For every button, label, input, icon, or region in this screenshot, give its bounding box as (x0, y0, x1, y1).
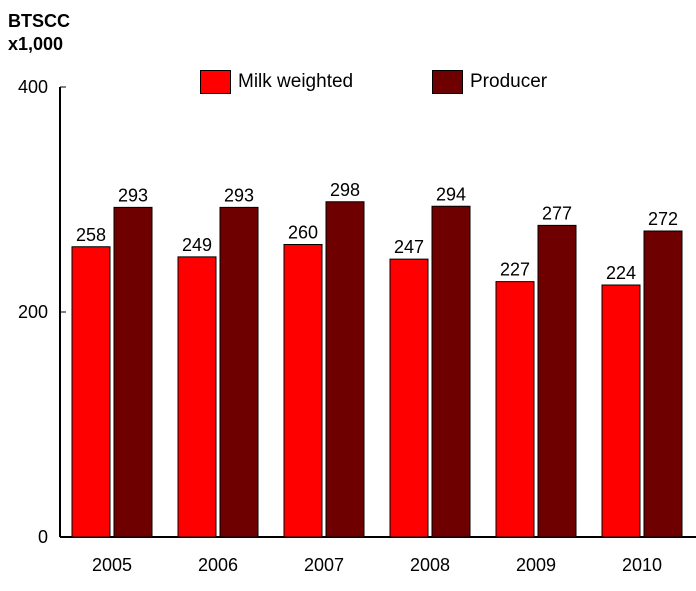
data-label-producer-2005: 293 (118, 185, 148, 205)
bar-producer-2009 (537, 224, 577, 538)
x-tick-label-2009: 2009 (516, 555, 556, 575)
bar-milk-weighted-2008 (389, 258, 429, 538)
y-tick-label-200: 200 (18, 302, 48, 322)
x-tick-label-2006: 2006 (198, 555, 238, 575)
bar-milk-weighted-2009 (495, 281, 535, 538)
legend-swatch-producer (432, 70, 463, 94)
x-tick-label-2007: 2007 (304, 555, 344, 575)
data-label-producer-2008: 294 (436, 184, 466, 204)
bar-producer-2006 (219, 206, 259, 538)
legend-swatch-milk-weighted (200, 70, 231, 94)
bar-producer-2007 (325, 201, 365, 538)
y-axis-title: BTSCC x1,000 (8, 10, 70, 56)
data-label-milk-weighted-2010: 224 (606, 263, 636, 283)
x-tick-label-2008: 2008 (410, 555, 450, 575)
x-tick-label-2005: 2005 (92, 555, 132, 575)
legend-item-milk-weighted: Milk weighted (200, 70, 353, 94)
bar-milk-weighted-2005 (71, 246, 111, 538)
y-axis-title-line1: BTSCC (8, 11, 70, 31)
legend-label-milk-weighted: Milk weighted (238, 71, 354, 92)
bar-producer-2005 (113, 206, 153, 538)
y-axis-title-line2: x1,000 (8, 34, 64, 54)
data-label-milk-weighted-2006: 249 (182, 235, 212, 255)
bar-milk-weighted-2007 (283, 244, 323, 538)
data-label-milk-weighted-2007: 260 (288, 223, 318, 243)
legend-label-producer: Producer (470, 71, 548, 92)
bar-producer-2008 (431, 205, 471, 538)
legend-item-producer: Producer (432, 70, 547, 94)
bar-milk-weighted-2006 (177, 256, 217, 538)
data-label-producer-2007: 298 (330, 180, 360, 200)
data-label-milk-weighted-2009: 227 (500, 260, 530, 280)
x-tick-label-2010: 2010 (622, 555, 662, 575)
bar-producer-2010 (643, 230, 683, 538)
data-label-producer-2010: 272 (648, 209, 678, 229)
data-label-milk-weighted-2005: 258 (76, 225, 106, 245)
bar-milk-weighted-2010 (601, 284, 641, 538)
data-label-milk-weighted-2008: 247 (394, 237, 424, 257)
y-tick-label-0: 0 (38, 527, 48, 547)
y-tick-label-400: 400 (18, 77, 48, 97)
data-label-producer-2009: 277 (542, 203, 572, 223)
data-label-producer-2006: 293 (224, 185, 254, 205)
